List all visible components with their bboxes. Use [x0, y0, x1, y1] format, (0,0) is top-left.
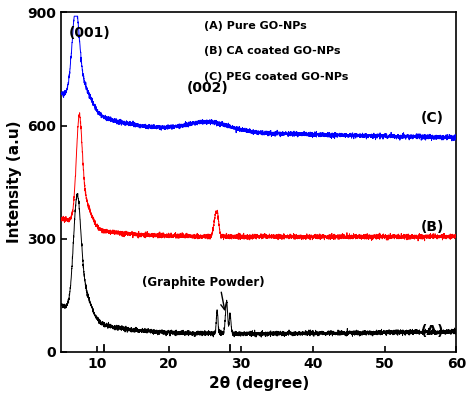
Text: (B) CA coated GO-NPs: (B) CA coated GO-NPs — [203, 46, 340, 57]
Text: (B): (B) — [420, 220, 444, 234]
Text: (001): (001) — [69, 26, 110, 40]
Text: (C): (C) — [420, 111, 444, 125]
Text: (A): (A) — [420, 324, 444, 338]
Text: (002): (002) — [187, 80, 229, 95]
Text: (C) PEG coated GO-NPs: (C) PEG coated GO-NPs — [203, 72, 348, 82]
X-axis label: 2θ (degree): 2θ (degree) — [209, 376, 309, 391]
Y-axis label: Intensity (a.u): Intensity (a.u) — [7, 121, 22, 243]
Text: (A) Pure GO-NPs: (A) Pure GO-NPs — [203, 21, 306, 31]
Text: (Graphite Powder): (Graphite Powder) — [142, 276, 265, 289]
